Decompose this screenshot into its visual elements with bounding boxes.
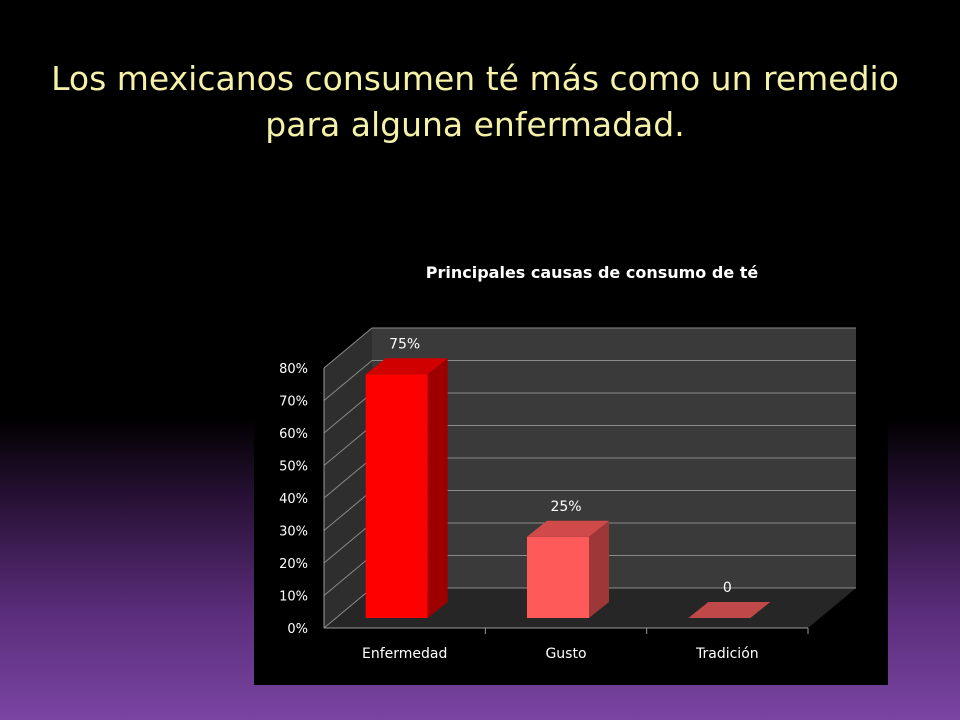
chart-title: Principales causas de consumo de té	[426, 263, 759, 282]
data-label: 0	[723, 580, 732, 596]
gridline	[323, 327, 856, 369]
bar-tradición	[688, 602, 771, 618]
x-tick-label: Enfermedad	[362, 646, 447, 662]
x-tick-label: Tradición	[695, 646, 759, 662]
y-tick-label: 20%	[279, 557, 308, 572]
slide-title: Los mexicanos consumen té más como un re…	[51, 59, 899, 144]
data-label: 75%	[389, 336, 420, 352]
y-tick-label: 0%	[287, 622, 308, 637]
chart-panel: Principales causas de consumo de té 0% 10…	[254, 237, 888, 685]
bar-enfermedad	[365, 374, 428, 618]
y-tick-label: 80%	[279, 362, 308, 377]
y-tick-label: 60%	[279, 427, 308, 442]
y-tick-label: 10%	[279, 590, 308, 605]
gridline	[323, 360, 856, 401]
bar-side-gusto	[589, 520, 609, 618]
x-tick-label: Gusto	[545, 646, 586, 662]
data-label: 25%	[550, 499, 581, 515]
bar-gusto	[527, 536, 589, 618]
y-tick-label: 40%	[279, 492, 308, 507]
y-tick-label: 30%	[279, 525, 308, 540]
bar-top-gusto	[527, 520, 609, 537]
y-tick-label: 50%	[279, 460, 308, 475]
y-tick-label: 70%	[279, 395, 308, 410]
bar-side-enfermedad	[427, 358, 448, 618]
bar-chart: Principales causas de consumo de té 0% 10…	[279, 263, 856, 662]
bar-top-enfermedad	[365, 358, 448, 375]
